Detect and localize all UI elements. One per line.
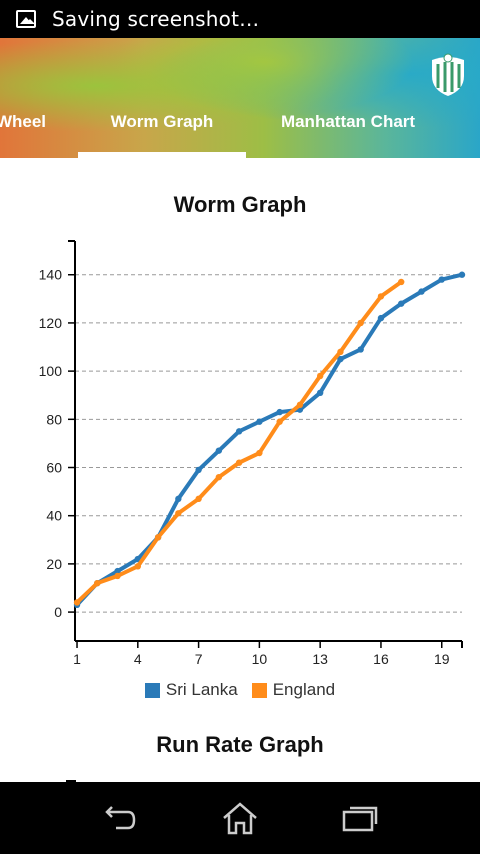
series-line-0	[75, 272, 464, 607]
data-point-0	[458, 271, 466, 278]
worm-graph-chart: 0 20 40 60 80 100 120 140 1 4 7 10 13 16 19	[39, 240, 466, 667]
data-point-0	[195, 466, 202, 474]
back-icon[interactable]	[100, 800, 140, 836]
run-rate-graph-title: Run Rate Graph	[156, 732, 324, 757]
data-point-1	[337, 348, 344, 356]
legend-label-england: England	[272, 680, 336, 699]
image-icon	[16, 10, 36, 28]
app-header: Wheel Worm Graph Manhattan Chart	[0, 38, 480, 158]
chart-legend: Sri Lanka England	[0, 680, 480, 700]
recents-icon[interactable]	[340, 800, 380, 836]
y-tick-label: 140	[39, 267, 63, 283]
x-tick-label: 4	[134, 651, 142, 667]
data-point-1	[276, 418, 283, 425]
y-tick-label: 0	[54, 604, 62, 620]
series-line-1	[75, 279, 404, 605]
data-point-0	[235, 428, 243, 435]
data-point-0	[175, 495, 182, 503]
y-tick-label: 80	[46, 411, 62, 427]
x-tick-label: 16	[373, 651, 389, 667]
x-tick-label: 13	[312, 651, 328, 667]
data-point-1	[73, 599, 81, 606]
notification-text: Saving screenshot…	[52, 7, 260, 31]
data-point-0	[418, 288, 425, 295]
data-point-1	[195, 495, 202, 503]
tab-manhattan-chart[interactable]: Manhattan Chart	[280, 112, 416, 131]
home-icon[interactable]	[220, 800, 260, 836]
legend-swatch-sri-lanka	[144, 682, 160, 698]
data-point-1	[175, 510, 182, 517]
data-point-0	[276, 408, 283, 416]
tab-worm-graph[interactable]: Worm Graph	[110, 112, 214, 131]
legend-swatch-england	[251, 682, 267, 698]
data-point-0	[256, 418, 263, 425]
data-point-1	[316, 372, 324, 380]
data-point-1	[377, 293, 385, 300]
x-tick-label: 19	[434, 651, 450, 667]
data-point-0	[398, 300, 405, 307]
x-tick-label: 1	[73, 651, 81, 667]
y-tick-label: 120	[39, 315, 63, 331]
tab-bar: Wheel Worm Graph Manhattan Chart	[0, 86, 480, 158]
data-point-0	[337, 355, 344, 363]
legend-label-sri-lanka: Sri Lanka	[165, 680, 238, 699]
legend-item-sri-lanka[interactable]: Sri Lanka	[144, 680, 238, 700]
data-point-1	[235, 459, 243, 466]
y-tick-label: 20	[46, 556, 62, 572]
y-tick-label: 40	[46, 508, 62, 524]
selected-tab-indicator	[78, 152, 246, 158]
run-rate-axis-stub	[66, 780, 76, 782]
data-point-0	[377, 314, 385, 322]
y-tick-label: 60	[46, 460, 62, 476]
data-point-1	[357, 319, 364, 327]
worm-graph-title: Worm Graph	[173, 192, 307, 217]
x-tick-label: 7	[195, 651, 203, 667]
navigation-bar	[0, 782, 480, 854]
data-point-1	[154, 534, 162, 541]
data-point-1	[134, 563, 142, 570]
data-point-1	[296, 401, 304, 409]
content-area[interactable]: Worm Graph 0 20 40 60 80 100 120 140 1 4 7 10 13 16 19…	[0, 158, 480, 782]
data-point-0	[316, 389, 324, 397]
tab-wheel[interactable]: Wheel	[0, 112, 47, 131]
data-point-0	[438, 276, 445, 283]
cricket-shield-icon	[432, 53, 464, 96]
data-point-0	[114, 567, 121, 575]
data-point-1	[94, 579, 101, 587]
data-point-1	[114, 572, 121, 580]
x-tick-label: 10	[252, 651, 268, 667]
data-point-0	[215, 447, 223, 454]
data-point-1	[256, 449, 263, 457]
data-point-0	[357, 346, 364, 353]
data-point-1	[215, 473, 223, 481]
y-tick-label: 100	[39, 363, 63, 379]
legend-item-england[interactable]: England	[251, 680, 336, 700]
data-point-1	[398, 278, 405, 286]
status-bar: Saving screenshot…	[0, 0, 480, 38]
